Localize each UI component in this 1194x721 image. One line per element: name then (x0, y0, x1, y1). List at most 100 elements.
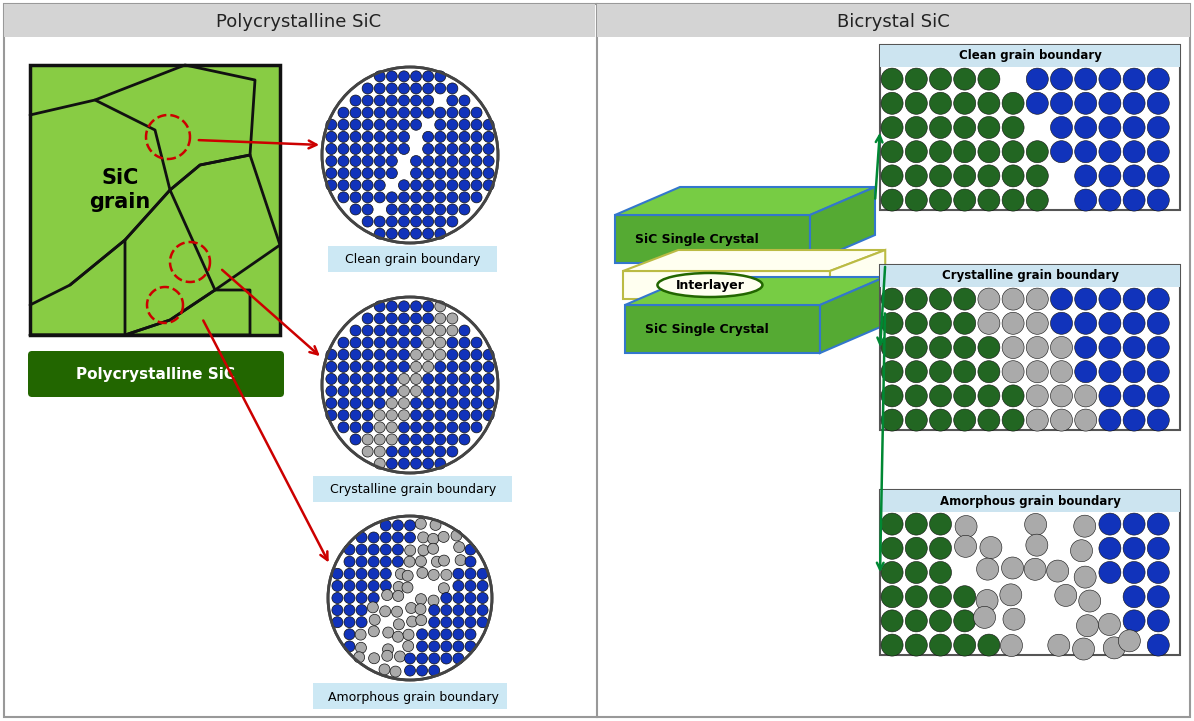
Circle shape (472, 180, 482, 191)
Circle shape (441, 605, 451, 616)
Circle shape (418, 545, 429, 556)
Circle shape (881, 385, 903, 407)
Circle shape (905, 117, 928, 138)
Circle shape (374, 410, 386, 421)
Circle shape (393, 581, 404, 593)
Circle shape (1147, 385, 1169, 407)
Circle shape (1048, 634, 1070, 656)
Circle shape (381, 580, 392, 591)
Circle shape (881, 513, 903, 535)
Circle shape (368, 544, 380, 555)
Circle shape (405, 545, 416, 556)
Circle shape (881, 610, 903, 632)
Circle shape (1124, 610, 1145, 632)
Circle shape (980, 536, 1002, 559)
Circle shape (344, 605, 355, 616)
Circle shape (416, 615, 426, 626)
Circle shape (1098, 409, 1121, 431)
Circle shape (1027, 409, 1048, 431)
Circle shape (322, 297, 498, 473)
Circle shape (484, 143, 494, 154)
FancyBboxPatch shape (313, 476, 512, 502)
Circle shape (881, 288, 903, 310)
FancyBboxPatch shape (328, 246, 497, 272)
Circle shape (338, 398, 349, 409)
Text: Amorphous grain boundary: Amorphous grain boundary (940, 495, 1120, 508)
Circle shape (455, 554, 466, 566)
Circle shape (353, 652, 364, 663)
FancyBboxPatch shape (4, 4, 1190, 717)
Circle shape (881, 141, 903, 163)
Circle shape (399, 349, 410, 360)
Circle shape (954, 610, 975, 632)
Circle shape (905, 610, 928, 632)
Circle shape (1098, 562, 1121, 583)
Circle shape (435, 180, 445, 191)
Circle shape (435, 107, 445, 118)
Circle shape (338, 143, 349, 154)
Circle shape (393, 590, 404, 601)
Circle shape (350, 107, 361, 118)
Circle shape (1098, 360, 1121, 383)
Circle shape (478, 580, 488, 591)
Circle shape (402, 640, 413, 652)
Circle shape (1124, 312, 1145, 335)
Circle shape (453, 616, 464, 628)
Circle shape (427, 534, 438, 544)
Circle shape (1147, 337, 1169, 358)
Circle shape (368, 580, 380, 591)
Circle shape (423, 313, 433, 324)
Circle shape (1051, 360, 1072, 383)
Circle shape (905, 68, 928, 90)
Circle shape (411, 228, 421, 239)
Circle shape (387, 337, 398, 348)
Circle shape (1002, 409, 1024, 431)
Circle shape (954, 409, 975, 431)
Text: Amorphous grain boundary: Amorphous grain boundary (327, 691, 498, 704)
Circle shape (472, 386, 482, 397)
Circle shape (435, 71, 445, 82)
Circle shape (326, 119, 337, 131)
Circle shape (387, 168, 398, 179)
Circle shape (1002, 288, 1024, 310)
Circle shape (393, 532, 404, 543)
Circle shape (350, 192, 361, 203)
Circle shape (350, 386, 361, 397)
Circle shape (464, 568, 476, 579)
Circle shape (423, 446, 433, 457)
Circle shape (458, 349, 470, 360)
Circle shape (1027, 288, 1048, 310)
Circle shape (453, 593, 464, 603)
Circle shape (350, 119, 361, 131)
Circle shape (1075, 92, 1097, 115)
Circle shape (423, 422, 433, 433)
Circle shape (423, 192, 433, 203)
Circle shape (1075, 68, 1097, 90)
Circle shape (423, 83, 433, 94)
Circle shape (322, 67, 498, 243)
Circle shape (374, 458, 386, 469)
Circle shape (1124, 537, 1145, 559)
Circle shape (1124, 68, 1145, 90)
Circle shape (1027, 337, 1048, 358)
Circle shape (1119, 630, 1140, 652)
Circle shape (458, 143, 470, 154)
Circle shape (338, 337, 349, 348)
Circle shape (458, 398, 470, 409)
Circle shape (362, 143, 374, 154)
Circle shape (374, 301, 386, 312)
Circle shape (356, 593, 367, 603)
Polygon shape (820, 277, 885, 353)
Circle shape (954, 288, 975, 310)
Circle shape (392, 606, 402, 617)
Circle shape (447, 192, 457, 203)
Circle shape (362, 434, 374, 445)
Circle shape (447, 156, 457, 167)
Circle shape (369, 653, 380, 664)
Circle shape (905, 634, 928, 656)
Circle shape (484, 373, 494, 384)
Circle shape (411, 361, 421, 372)
Circle shape (326, 349, 337, 360)
Circle shape (423, 131, 433, 142)
Circle shape (350, 434, 361, 445)
